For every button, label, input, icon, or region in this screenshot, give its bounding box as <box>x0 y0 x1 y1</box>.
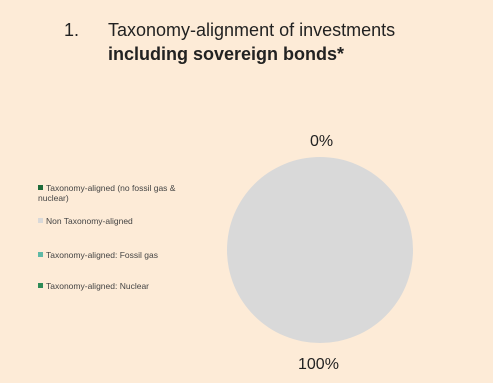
heading-title-line2: including sovereign bonds* <box>108 44 345 64</box>
data-label-bottom: 100% <box>298 356 339 373</box>
legend-label: Taxonomy-aligned: Nuclear <box>46 281 149 291</box>
legend-swatch <box>38 283 43 288</box>
legend-item-aligned-nuclear: Taxonomy-aligned: Nuclear <box>38 281 188 291</box>
legend-item-non-aligned: Non Taxonomy-aligned <box>38 216 188 226</box>
legend-label: Taxonomy-aligned (no fossil gas & nuclea… <box>38 183 176 203</box>
heading-title-line1: Taxonomy-alignment of investments <box>108 20 396 40</box>
data-label-top: 0% <box>310 133 334 150</box>
legend-item-aligned-fossil-gas: Taxonomy-aligned: Fossil gas <box>38 250 188 260</box>
legend-swatch <box>38 185 43 190</box>
pie-slice-1 <box>227 157 413 343</box>
heading-number: 1. <box>64 20 80 40</box>
legend-swatch <box>38 218 43 223</box>
legend-item-aligned-no-gas-nuclear: Taxonomy-aligned (no fossil gas & nuclea… <box>38 183 188 203</box>
legend-swatch <box>38 252 43 257</box>
legend-label: Taxonomy-aligned: Fossil gas <box>46 250 158 260</box>
pie-slices <box>227 157 413 343</box>
legend-label: Non Taxonomy-aligned <box>46 216 133 226</box>
